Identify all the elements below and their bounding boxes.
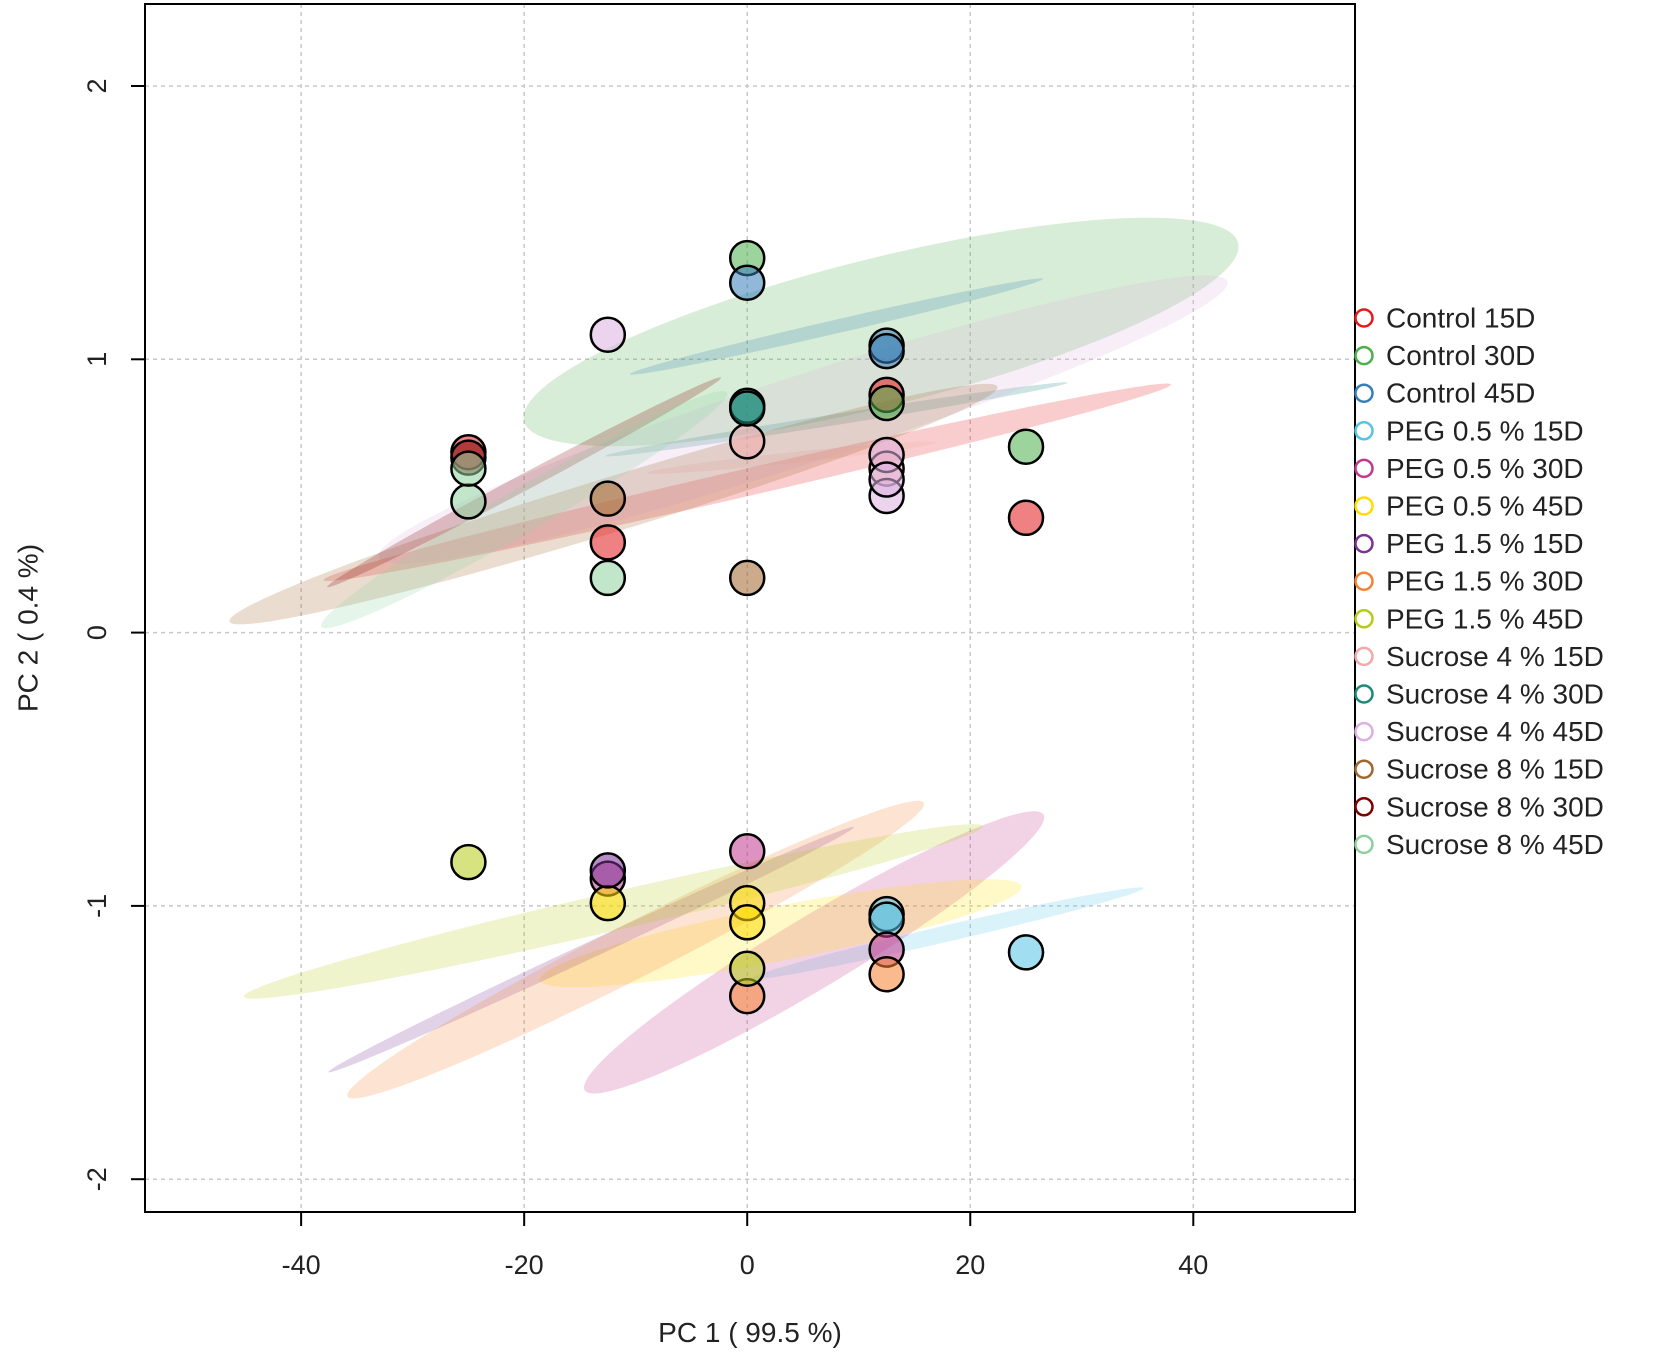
legend-label-control-45d: Control 45D <box>1386 378 1535 409</box>
data-point-peg-1-5-45d <box>450 843 487 881</box>
x-tick-label: 0 <box>740 1250 755 1280</box>
x-tick-label: 20 <box>955 1250 985 1280</box>
legend-label-sucrose-8-45d: Sucrose 8 % 45D <box>1386 829 1604 860</box>
ellipse-control-45d <box>629 278 1043 375</box>
legend-label-peg-1-5-15d: PEG 1.5 % 15D <box>1386 528 1584 559</box>
ellipse-control-15d <box>323 383 1172 582</box>
ellipse-sucrose-8-45d <box>321 390 728 629</box>
ellipse-peg-0-5-15d <box>752 887 1144 980</box>
legend-label-peg-0-5-15d: PEG 0.5 % 15D <box>1386 415 1584 446</box>
data-point-sucrose-8-45d <box>450 450 487 487</box>
legend-marker-peg-1-5-45d <box>1354 609 1374 629</box>
legend-marker-control-15d <box>1354 308 1374 328</box>
legend-marker-peg-1-5-30d <box>1354 571 1374 591</box>
legend-marker-control-30d <box>1354 345 1374 366</box>
data-point-control-45d <box>868 332 905 370</box>
legend-marker-peg-0-5-30d <box>1354 458 1374 479</box>
data-point-peg-0-5-15d <box>1007 934 1045 971</box>
legend-marker-sucrose-4-15d <box>1354 646 1374 667</box>
legend-label-control-15d: Control 15D <box>1386 303 1535 334</box>
legend-marker-peg-1-5-15d <box>1354 533 1374 554</box>
legend-label-control-30d: Control 30D <box>1386 340 1535 371</box>
legend-marker-sucrose-4-30d <box>1354 684 1374 704</box>
legend-label-peg-0-5-30d: PEG 0.5 % 30D <box>1386 453 1584 484</box>
legend-label-sucrose-8-15d: Sucrose 8 % 15D <box>1386 754 1604 785</box>
ellipse-sucrose-4-30d <box>605 382 1068 457</box>
ellipse-peg-0-5-30d <box>583 811 1045 1094</box>
y-tick-label: 1 <box>82 352 112 367</box>
data-point-control-15d <box>1007 499 1045 537</box>
legend-label-sucrose-8-30d: Sucrose 8 % 30D <box>1386 791 1604 822</box>
legend-label-sucrose-4-15d: Sucrose 4 % 15D <box>1386 641 1604 672</box>
data-point-sucrose-4-30d <box>728 390 766 427</box>
grid-lines <box>145 4 1355 1212</box>
data-point-sucrose-8-45d <box>589 559 627 597</box>
legend-label-sucrose-4-45d: Sucrose 4 % 45D <box>1386 716 1604 747</box>
confidence-ellipses <box>229 217 1239 1099</box>
data-point-sucrose-4-15d <box>728 423 766 460</box>
legend-marker-sucrose-8-30d <box>1354 797 1374 817</box>
y-tick-label: -2 <box>82 1167 112 1191</box>
legend-label-sucrose-4-30d: Sucrose 4 % 30D <box>1386 679 1604 710</box>
data-points <box>450 239 1045 1015</box>
ellipse-sucrose-4-45d <box>378 275 1228 564</box>
x-tick-label: 40 <box>1178 1250 1208 1280</box>
data-point-peg-1-5-30d <box>868 955 905 993</box>
data-point-peg-1-5-45d <box>728 950 766 988</box>
data-point-control-15d <box>589 524 627 561</box>
data-point-control-45d <box>728 264 766 302</box>
legend: Control 15D Control 30D Control 45D PEG 0.5… <box>1354 303 1604 860</box>
legend-marker-peg-0-5-45d <box>1354 496 1374 516</box>
data-point-sucrose-8-15d <box>728 559 766 597</box>
data-point-control-30d <box>868 384 905 422</box>
ellipse-peg-1-5-30d <box>347 800 925 1099</box>
legend-marker-sucrose-8-45d <box>1354 834 1374 855</box>
data-point-sucrose-4-45d <box>589 316 627 353</box>
x-tick-label: -20 <box>505 1250 544 1280</box>
plot-frame <box>144 3 1356 1213</box>
y-tick-label: 2 <box>82 78 112 93</box>
legend-marker-sucrose-8-15d <box>1354 759 1374 779</box>
axis-ticks: -40 -20 0 20 40 -2 -1 0 1 2 <box>82 78 1208 1280</box>
legend-label-peg-1-5-45d: PEG 1.5 % 45D <box>1386 603 1584 634</box>
legend-marker-sucrose-4-45d <box>1354 721 1374 742</box>
legend-marker-peg-0-5-15d <box>1354 421 1374 441</box>
x-axis-title: PC 1 ( 99.5 %) <box>658 1317 842 1348</box>
legend-label-peg-1-5-30d: PEG 1.5 % 30D <box>1386 566 1584 597</box>
legend-label-peg-0-5-45d: PEG 0.5 % 45D <box>1386 491 1584 522</box>
ellipse-sucrose-4-15d <box>647 441 937 474</box>
data-point-sucrose-4-45d <box>868 461 905 498</box>
data-point-peg-0-5-45d <box>728 904 766 941</box>
ellipse-sucrose-8-30d <box>327 377 722 588</box>
data-point-sucrose-8-15d <box>589 480 627 517</box>
ellipse-peg-1-5-15d <box>328 826 854 1073</box>
y-tick-label: 0 <box>82 625 112 640</box>
legend-marker-control-45d <box>1354 383 1374 403</box>
data-point-peg-1-5-15d <box>589 852 627 889</box>
data-point-sucrose-8-45d <box>450 483 487 520</box>
data-point-peg-0-5-45d <box>589 884 627 922</box>
x-tick-label: -40 <box>282 1250 321 1280</box>
data-point-control-30d <box>1007 428 1045 466</box>
y-tick-label: -1 <box>82 894 112 918</box>
y-axis-title: PC 2 ( 0.4 %) <box>13 544 44 712</box>
data-point-peg-0-5-30d <box>728 832 766 870</box>
